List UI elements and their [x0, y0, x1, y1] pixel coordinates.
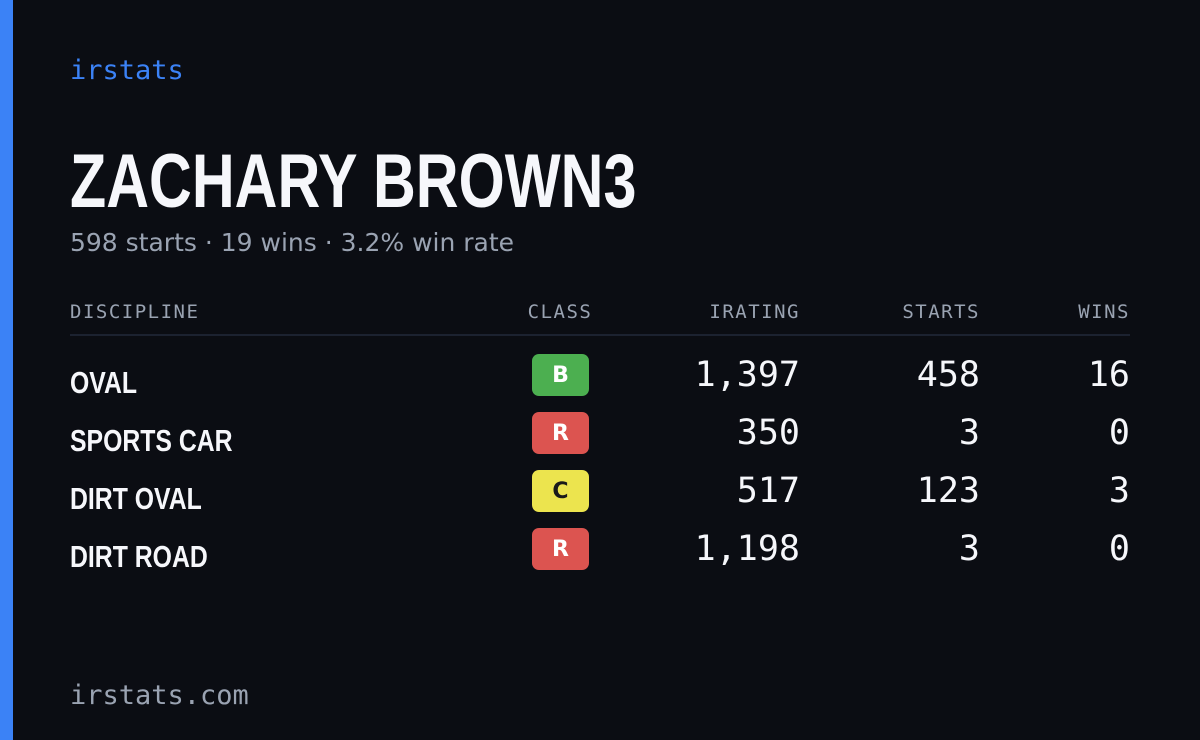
- discipline-name: SPORTS CAR: [70, 423, 233, 458]
- discipline-name: DIRT ROAD: [70, 539, 208, 574]
- starts-value: 123: [916, 471, 980, 511]
- table-row: DIRT ROAD R 1,198 3 0: [70, 526, 1130, 584]
- table-row: OVAL B 1,397 458 16: [70, 352, 1130, 410]
- irating-value: 1,397: [694, 355, 800, 395]
- player-name: ZACHARY BROWN3: [70, 139, 637, 224]
- header-irating: IRATING: [709, 301, 800, 323]
- stats-table: DISCIPLINE CLASS IRATING STARTS WINS OVA…: [70, 296, 1130, 574]
- starts-value: 3: [958, 413, 980, 453]
- footer-url[interactable]: irstats.com: [70, 680, 249, 711]
- table-body: OVAL B 1,397 458 16 SPORTS CAR R 350 3 0…: [70, 352, 1130, 584]
- header-discipline: DISCIPLINE: [70, 301, 200, 323]
- header-starts: STARTS: [902, 301, 980, 323]
- discipline-name: OVAL: [70, 365, 138, 400]
- license-class-badge: C: [532, 470, 589, 512]
- table-row: DIRT OVAL C 517 123 3: [70, 468, 1130, 526]
- table-row: SPORTS CAR R 350 3 0: [70, 410, 1130, 468]
- irating-value: 1,198: [694, 529, 800, 569]
- wins-value: 3: [1108, 471, 1130, 511]
- irating-value: 517: [736, 471, 800, 511]
- header-class: CLASS: [527, 301, 593, 323]
- header-wins: WINS: [1078, 301, 1130, 323]
- discipline-name: DIRT OVAL: [70, 481, 202, 516]
- starts-value: 458: [916, 355, 980, 395]
- table-header: DISCIPLINE CLASS IRATING STARTS WINS: [70, 296, 1130, 336]
- player-summary: 598 starts · 19 wins · 3.2% win rate: [70, 228, 515, 257]
- irating-value: 350: [736, 413, 800, 453]
- brand-logo[interactable]: irstats: [70, 55, 184, 86]
- wins-value: 16: [1087, 355, 1130, 395]
- license-class-badge: B: [532, 354, 589, 396]
- license-class-badge: R: [532, 412, 589, 454]
- accent-bar: [0, 0, 13, 740]
- wins-value: 0: [1108, 529, 1130, 569]
- wins-value: 0: [1108, 413, 1130, 453]
- starts-value: 3: [958, 529, 980, 569]
- license-class-badge: R: [532, 528, 589, 570]
